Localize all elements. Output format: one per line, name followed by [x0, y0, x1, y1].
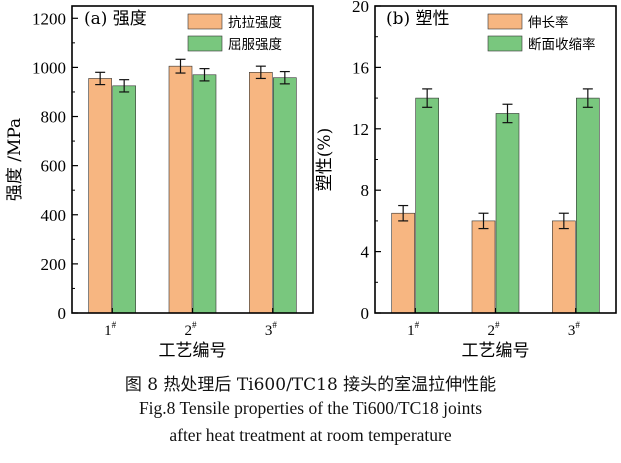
y-tick-label: 4: [361, 243, 370, 262]
y-axis-label: 强度 /MPa: [5, 118, 25, 201]
x-tick-label: 1#: [104, 320, 117, 339]
legend-label: 断面收缩率: [528, 36, 596, 53]
legend-swatch: [487, 35, 523, 52]
bar-second-series-2: [495, 113, 520, 314]
figure-caption-english-line2: after heat treatment at room temperature: [169, 425, 452, 445]
figure-caption-chinese: 图 8 热处理后 Ti600/TC18 接头的室温拉伸性能: [124, 375, 497, 395]
figure-caption-english-line1: Fig.8 Tensile properties of the Ti600/TC…: [138, 398, 483, 418]
y-tick-label: 8: [361, 181, 370, 200]
legend-label: 屈服强度: [228, 37, 282, 53]
bar-first-series-3: [249, 72, 273, 314]
x-tick-label: 2#: [488, 320, 501, 339]
bar-second-series-2: [192, 74, 217, 314]
y-tick-label: 16: [352, 58, 369, 77]
x-axis-label: 工艺编号: [159, 341, 227, 361]
y-axis-label: 塑性(%): [315, 128, 335, 191]
bar-first-series-3: [552, 220, 576, 314]
y-tick-label: 1200: [32, 9, 66, 28]
x-tick-label: 3#: [568, 320, 581, 339]
panel-label: (b) 塑性: [386, 9, 450, 29]
legend-swatch: [187, 35, 223, 52]
y-tick-label: 200: [41, 255, 67, 274]
bar-second-series-3: [273, 77, 297, 314]
panel-label: (a) 强度: [84, 9, 147, 29]
y-tick-label: 1000: [32, 58, 66, 77]
bar-second-series-3: [576, 97, 600, 314]
y-tick-label: 600: [41, 157, 67, 176]
bar-first-series-1: [391, 212, 415, 314]
y-tick-label: 800: [41, 108, 67, 127]
bar-second-series-1: [415, 97, 439, 314]
legend-label: 伸长率: [528, 14, 569, 31]
legend-swatch: [187, 13, 223, 30]
y-tick-label: 0: [58, 304, 67, 323]
x-tick-label: 1#: [407, 320, 420, 339]
x-tick-label: 2#: [185, 320, 198, 339]
bar-first-series-2: [471, 220, 496, 314]
legend-label: 抗拉强度: [228, 15, 282, 31]
y-tick-label: 20: [352, 0, 369, 16]
y-tick-label: 400: [41, 206, 67, 225]
y-tick-label: 12: [352, 120, 369, 139]
bar-first-series-1: [88, 78, 112, 314]
x-tick-label: 3#: [265, 320, 278, 339]
y-tick-label: 0: [361, 304, 370, 323]
x-axis-label: 工艺编号: [462, 341, 530, 361]
bar-second-series-1: [112, 85, 136, 314]
plot-frame: [71, 5, 314, 314]
bar-first-series-2: [168, 65, 193, 314]
legend-swatch: [487, 13, 523, 30]
